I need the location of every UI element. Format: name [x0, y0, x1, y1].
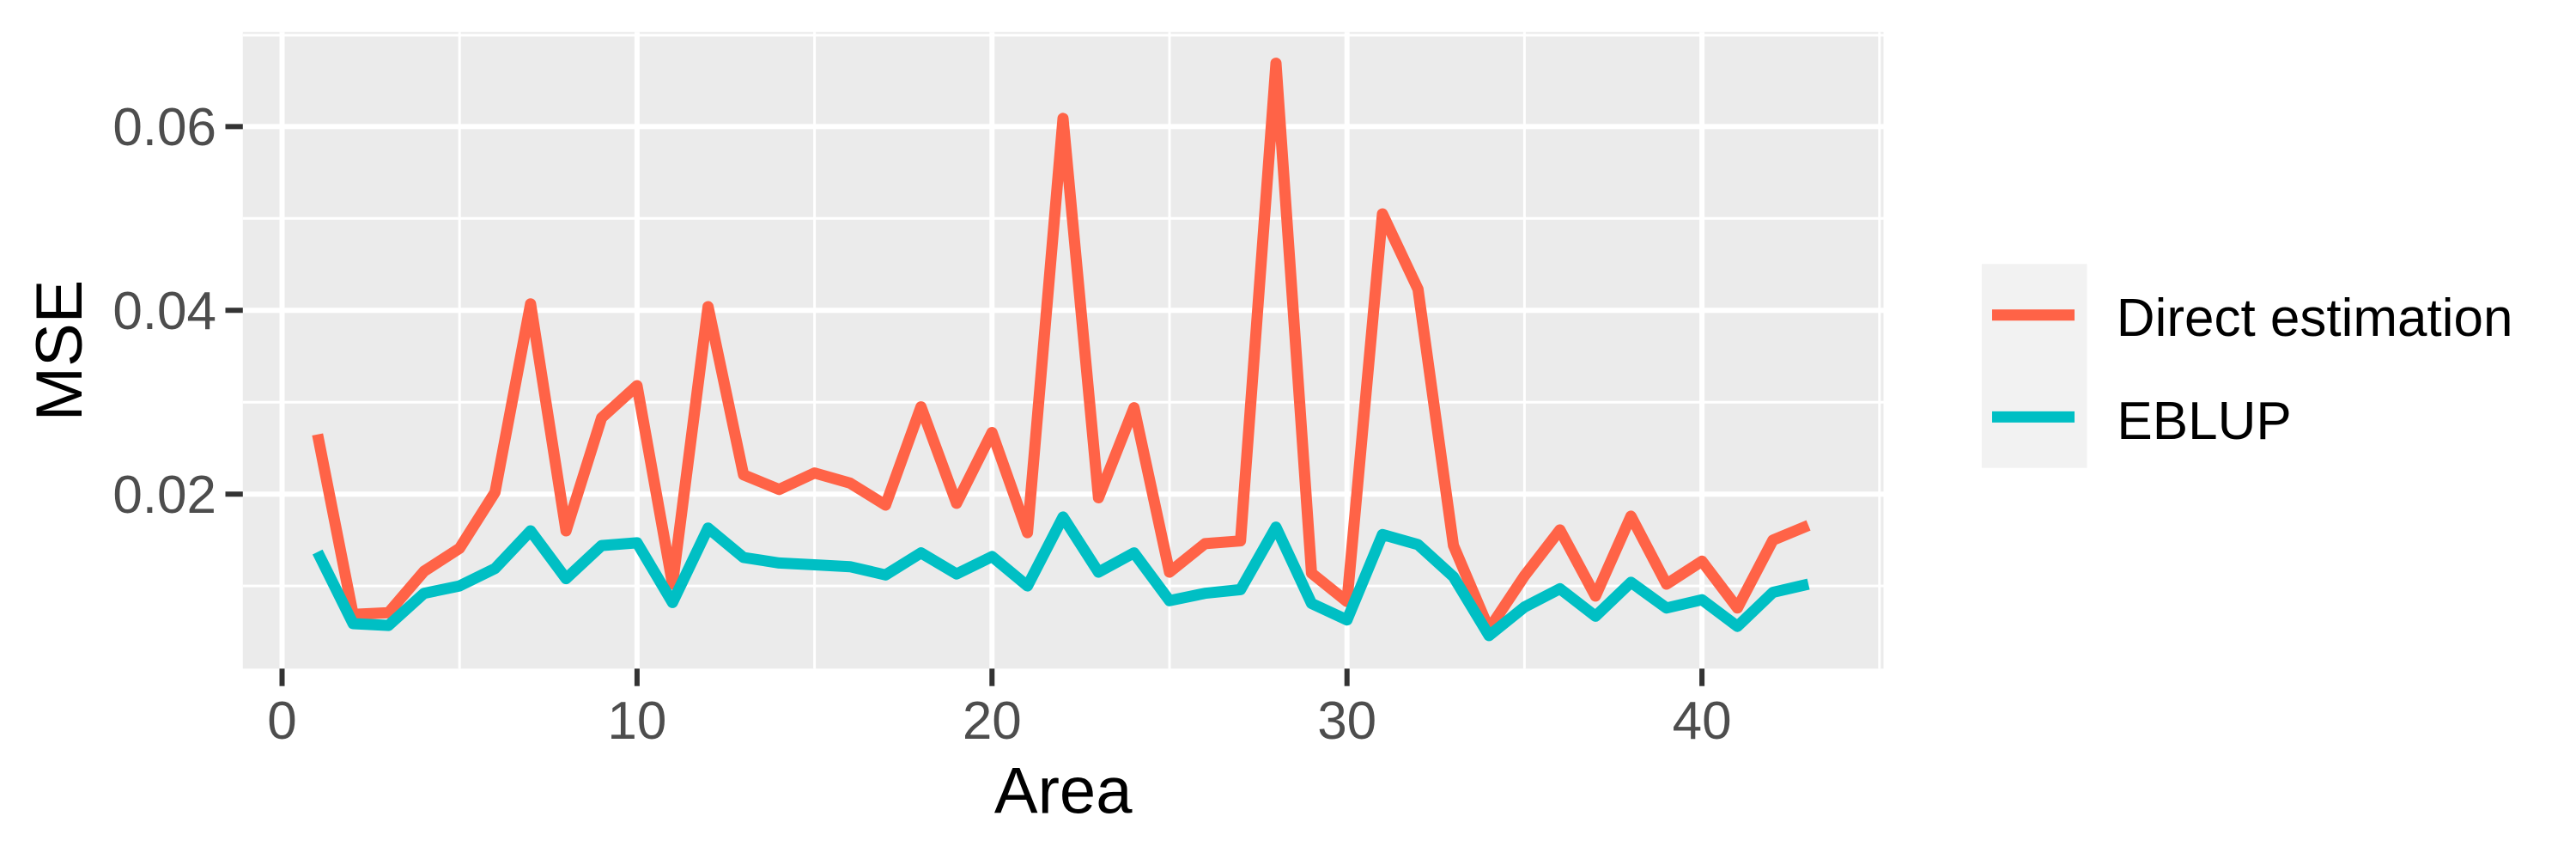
svg-text:0.04: 0.04	[112, 282, 216, 341]
svg-text:0: 0	[267, 691, 296, 751]
svg-text:40: 40	[1673, 691, 1732, 751]
svg-text:0.02: 0.02	[112, 466, 216, 525]
svg-text:Direct estimation: Direct estimation	[2117, 289, 2513, 348]
svg-text:30: 30	[1317, 691, 1376, 751]
svg-text:10: 10	[607, 691, 666, 751]
svg-text:MSE: MSE	[23, 280, 96, 422]
svg-text:0.06: 0.06	[112, 98, 216, 157]
svg-text:Area: Area	[994, 754, 1133, 827]
svg-text:20: 20	[963, 691, 1022, 751]
svg-text:EBLUP: EBLUP	[2117, 392, 2291, 451]
